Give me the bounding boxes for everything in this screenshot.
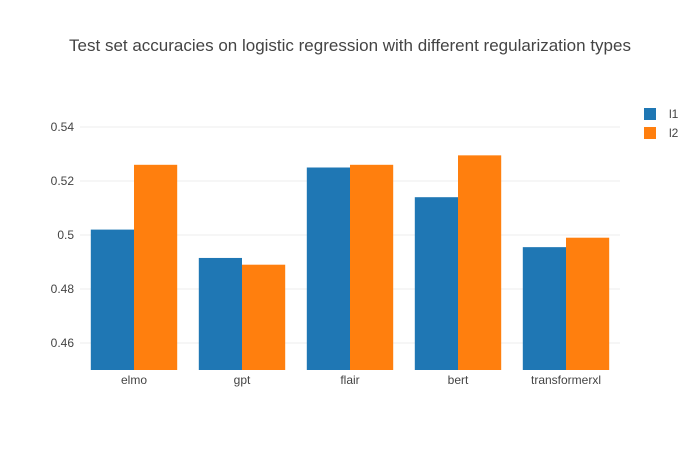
x-tick-label: flair xyxy=(340,373,359,387)
y-axis-ticks: 0.46 0.48 0.5 0.52 0.54 xyxy=(51,120,75,350)
bars: elmo l1: 0.502elmo l2: 0.526 gpt l1: 0.49… xyxy=(90,155,610,370)
chart-title: Test set accuracies on logistic regressi… xyxy=(69,36,631,55)
legend-swatch xyxy=(644,108,656,120)
legend-swatch xyxy=(644,127,656,139)
y-tick-label: 0.5 xyxy=(57,228,74,242)
x-axis-ticks: elmo gpt flair bert transformerxl xyxy=(121,373,601,387)
bar-l2-transformerxl: transformerxl l2: 0.499 xyxy=(566,237,610,370)
bar-l1-gpt: gpt l1: 0.4915 xyxy=(198,257,242,370)
bar-l1-elmo: elmo l1: 0.502 xyxy=(90,229,134,370)
bar-l2-flair: flair l2: 0.526 xyxy=(350,164,394,370)
y-tick-label: 0.48 xyxy=(51,282,75,296)
y-tick-label: 0.54 xyxy=(51,120,75,134)
bar-l1-flair: flair l1: 0.525 xyxy=(306,167,350,370)
legend-label: l1 xyxy=(669,107,679,121)
bar-l2-bert: bert l2: 0.5295 xyxy=(458,155,502,370)
legend-label: l2 xyxy=(669,126,679,140)
legend-item-l2[interactable]: l2 xyxy=(644,126,679,140)
bar-l2-gpt: gpt l2: 0.489 xyxy=(242,264,286,370)
x-tick-label: gpt xyxy=(234,373,251,387)
legend-item-l1[interactable]: l1 xyxy=(644,107,679,121)
bar-l2-elmo: elmo l2: 0.526 xyxy=(134,164,178,370)
bar-l1-bert: bert l1: 0.514 xyxy=(414,197,458,370)
bar-l1-transformerxl: transformerxl l1: 0.4955 xyxy=(522,247,566,370)
y-tick-label: 0.52 xyxy=(51,174,75,188)
x-tick-label: elmo xyxy=(121,373,147,387)
x-tick-label: transformerxl xyxy=(531,373,601,387)
x-tick-label: bert xyxy=(448,373,469,387)
y-tick-label: 0.46 xyxy=(51,336,75,350)
